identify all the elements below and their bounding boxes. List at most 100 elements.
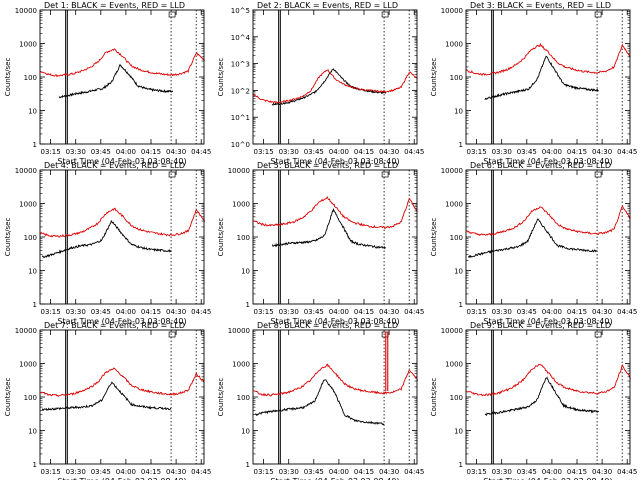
x-tick-label: 03:45: [304, 148, 324, 156]
x-tick-label: 03:45: [517, 468, 537, 476]
series-events-line: [484, 55, 600, 101]
x-tick-label: 03:30: [279, 468, 299, 476]
marker-bracket: [594, 331, 602, 338]
plot-frame: [465, 329, 631, 465]
y-tick-label: 10: [454, 428, 463, 436]
plot-frame: [39, 9, 205, 145]
y-tick-label: 1000: [232, 201, 250, 209]
panel-det-6: Det 6: BLACK = Events, RED = LLD Counts/s…: [430, 161, 637, 326]
y-tick-label: 1000: [445, 41, 463, 49]
y-tick-label: 100: [450, 74, 463, 82]
y-tick-label: 1000: [19, 361, 37, 369]
series-events-line: [255, 379, 385, 426]
x-tick-label: 04:45: [617, 308, 637, 316]
x-tick-label: 04:00: [542, 148, 562, 156]
y-tick-label: 10000: [441, 7, 463, 15]
plot-frame: [465, 9, 631, 145]
panel-det-2: Det 2: BLACK = Events, RED = LLD Counts/s…: [217, 1, 424, 166]
y-axis-label: Counts/sec: [430, 58, 438, 97]
y-tick-label: 10000: [228, 327, 250, 335]
x-tick-label: 03:30: [492, 468, 512, 476]
panel-det-1: Det 1: BLACK = Events, RED = LLD Counts/s…: [4, 1, 211, 166]
panel-title: Det 9: BLACK = Events, RED = LLD: [470, 321, 611, 330]
series-lld-line: [466, 205, 631, 237]
y-tick-label: 1: [33, 141, 37, 149]
x-tick-label: 03:30: [66, 468, 86, 476]
y-tick-label: 10: [28, 268, 37, 276]
x-tick-label: 03:45: [91, 148, 111, 156]
x-tick-label: 04:30: [379, 308, 399, 316]
x-tick-label: 04:15: [567, 308, 587, 316]
series-lld-line: [253, 363, 419, 397]
y-axis-label: Counts/sec: [430, 218, 438, 257]
series-events-line: [467, 218, 598, 259]
x-tick-label: 03:45: [304, 468, 324, 476]
x-tick-label: 03:30: [279, 148, 299, 156]
y-tick-label: 10: [454, 268, 463, 276]
y-tick-label: 10000: [441, 327, 463, 335]
x-tick-label: 04:30: [592, 308, 612, 316]
plot-frame: [465, 169, 631, 305]
x-tick-label: 03:45: [91, 308, 111, 316]
x-tick-label: 04:45: [404, 468, 424, 476]
series-lld-line: [466, 363, 632, 397]
x-tick-label: 04:30: [166, 468, 186, 476]
x-axis-label: Start Time (04-Feb-03 03:08:40): [270, 477, 399, 480]
x-tick-label: 03:45: [517, 148, 537, 156]
x-tick-label: 03:15: [41, 308, 61, 316]
x-axis-label: Start Time (04-Feb-03 03:08:40): [57, 317, 186, 326]
y-tick-label: 1: [33, 461, 37, 469]
panel-title: Det 4: BLACK = Events, RED = LLD: [44, 161, 185, 170]
x-axis-label: Start Time (04-Feb-03 03:08:40): [483, 157, 612, 166]
y-tick-label: 10^2: [231, 87, 250, 95]
x-tick-label: 04:15: [567, 468, 587, 476]
x-tick-label: 04:30: [592, 468, 612, 476]
x-tick-label: 04:45: [404, 308, 424, 316]
series-lld-line: [40, 207, 206, 238]
panel-title: Det 6: BLACK = Events, RED = LLD: [470, 161, 611, 170]
x-tick-label: 04:15: [354, 468, 374, 476]
series-events-line: [41, 381, 172, 412]
y-tick-label: 1: [459, 301, 463, 309]
x-tick-label: 04:15: [354, 148, 374, 156]
x-tick-label: 04:45: [404, 148, 424, 156]
series-events-line: [484, 376, 599, 416]
x-tick-label: 03:30: [66, 148, 86, 156]
y-axis-label: Counts/sec: [217, 218, 225, 257]
x-tick-label: 04:00: [329, 308, 349, 316]
y-axis-label: Counts/sec: [217, 378, 225, 417]
y-tick-label: 100: [24, 394, 37, 402]
x-tick-label: 04:30: [166, 308, 186, 316]
x-axis-label: Start Time (04-Feb-03 03:08:40): [57, 477, 186, 480]
x-tick-label: 04:00: [329, 148, 349, 156]
y-tick-label: 1000: [19, 201, 37, 209]
series-events-line: [271, 68, 387, 106]
marker-bracket: [168, 11, 176, 18]
y-tick-label: 10^4: [231, 34, 251, 42]
x-tick-label: 04:45: [191, 148, 211, 156]
x-tick-label: 03:30: [492, 308, 512, 316]
x-tick-label: 04:00: [116, 308, 136, 316]
y-tick-label: 100: [24, 74, 37, 82]
y-tick-label: 1000: [445, 361, 463, 369]
panel-title: Det 8: BLACK = Events, RED = LLD: [257, 321, 398, 330]
panel-det-3: Det 3: BLACK = Events, RED = LLD Counts/s…: [430, 1, 637, 166]
marker-bracket: [594, 11, 602, 18]
y-tick-label: 10^1: [231, 114, 250, 122]
series-lld-line: [40, 367, 205, 397]
x-tick-label: 04:00: [116, 468, 136, 476]
x-tick-label: 04:15: [354, 308, 374, 316]
y-tick-label: 10: [454, 108, 463, 116]
x-tick-label: 04:30: [379, 148, 399, 156]
x-tick-label: 03:30: [492, 148, 512, 156]
panel-title: Det 1: BLACK = Events, RED = LLD: [44, 1, 185, 10]
y-tick-label: 10^5: [231, 7, 250, 15]
plot-frame: [252, 329, 418, 465]
x-tick-label: 03:45: [304, 308, 324, 316]
plot-frame: [252, 169, 418, 305]
marker-bracket: [381, 171, 389, 178]
series-events-line: [41, 219, 172, 259]
y-tick-label: 10000: [15, 327, 37, 335]
y-tick-label: 1000: [445, 201, 463, 209]
y-tick-label: 1: [246, 461, 250, 469]
